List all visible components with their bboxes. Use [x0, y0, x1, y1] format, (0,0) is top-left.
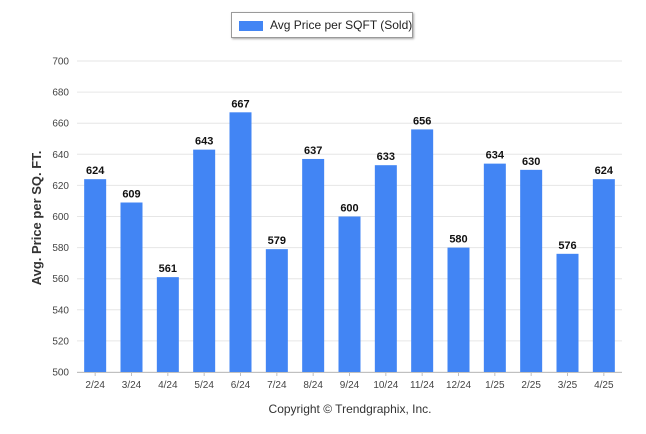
data-label: 656 — [413, 115, 431, 127]
bar — [302, 158, 325, 372]
bar — [483, 163, 506, 372]
y-tick-label: 580 — [52, 243, 69, 254]
bar — [411, 129, 434, 372]
bar — [520, 169, 543, 372]
bar — [84, 179, 107, 372]
legend-swatch — [239, 21, 263, 31]
x-tick-label: 1/25 — [485, 380, 505, 391]
y-tick-label: 700 — [52, 57, 69, 68]
bars — [84, 112, 615, 372]
y-tick-label: 620 — [52, 181, 69, 192]
x-tick-label: 3/24 — [122, 380, 142, 391]
data-label: 624 — [86, 165, 105, 177]
y-tick-label: 600 — [52, 212, 69, 223]
data-label: 633 — [377, 151, 395, 163]
copyright-credit: Copyright © Trendgraphix, Inc. — [269, 402, 432, 416]
bar — [193, 149, 216, 372]
data-label: 624 — [595, 165, 614, 177]
y-tick-label: 660 — [52, 119, 69, 130]
x-tick-label: 9/24 — [340, 380, 360, 391]
x-tick-label: 2/25 — [521, 380, 541, 391]
bar — [447, 247, 470, 372]
x-tick-label: 4/24 — [158, 380, 178, 391]
y-tick-label: 680 — [52, 88, 69, 99]
data-label: 609 — [122, 189, 140, 201]
x-tick-label: 3/25 — [558, 380, 578, 391]
y-tick-label: 560 — [52, 274, 69, 285]
x-tick-label: 7/24 — [267, 380, 287, 391]
data-labels: 624 609 561 643 667 579 637 600 633 656 580 634 630 5… — [86, 98, 614, 275]
x-axis-ticks: 2/24 3/24 4/24 5/24 6/24 7/24 8/24 9/24 10/24 11/… — [85, 372, 614, 391]
data-label: 576 — [558, 240, 576, 252]
data-label: 561 — [159, 263, 177, 275]
data-label: 579 — [268, 235, 286, 247]
y-axis-ticks: 500 520 540 560 580 600 620 640 660 680 700 — [52, 57, 69, 379]
data-label: 634 — [486, 150, 505, 162]
bar — [120, 202, 143, 372]
data-label: 580 — [449, 234, 467, 246]
bar — [156, 277, 179, 372]
data-label: 637 — [304, 145, 322, 157]
data-label: 643 — [195, 136, 213, 148]
x-tick-label: 2/24 — [85, 380, 105, 391]
legend: Avg Price per SQFT (Sold) — [231, 12, 413, 38]
bar — [592, 179, 615, 372]
y-axis-title: Avg. Price per SQ. FT. — [29, 151, 44, 286]
x-tick-label: 8/24 — [303, 380, 323, 391]
bar — [338, 216, 361, 372]
data-label: 600 — [340, 203, 358, 215]
y-tick-label: 540 — [52, 305, 69, 316]
y-tick-label: 640 — [52, 150, 69, 161]
legend-label: Avg Price per SQFT (Sold) — [270, 18, 413, 32]
y-tick-label: 500 — [52, 368, 69, 379]
bar — [556, 253, 579, 372]
data-label: 667 — [231, 98, 249, 110]
x-tick-label: 5/24 — [194, 380, 214, 391]
x-tick-label: 11/24 — [410, 380, 435, 391]
bar — [229, 112, 252, 372]
x-tick-label: 10/24 — [373, 380, 398, 391]
bar — [265, 249, 288, 372]
y-tick-label: 520 — [52, 336, 69, 347]
data-label: 630 — [522, 156, 540, 168]
x-tick-label: 4/25 — [594, 380, 614, 391]
x-tick-label: 12/24 — [446, 380, 471, 391]
bar — [374, 165, 397, 372]
x-tick-label: 6/24 — [231, 380, 251, 391]
